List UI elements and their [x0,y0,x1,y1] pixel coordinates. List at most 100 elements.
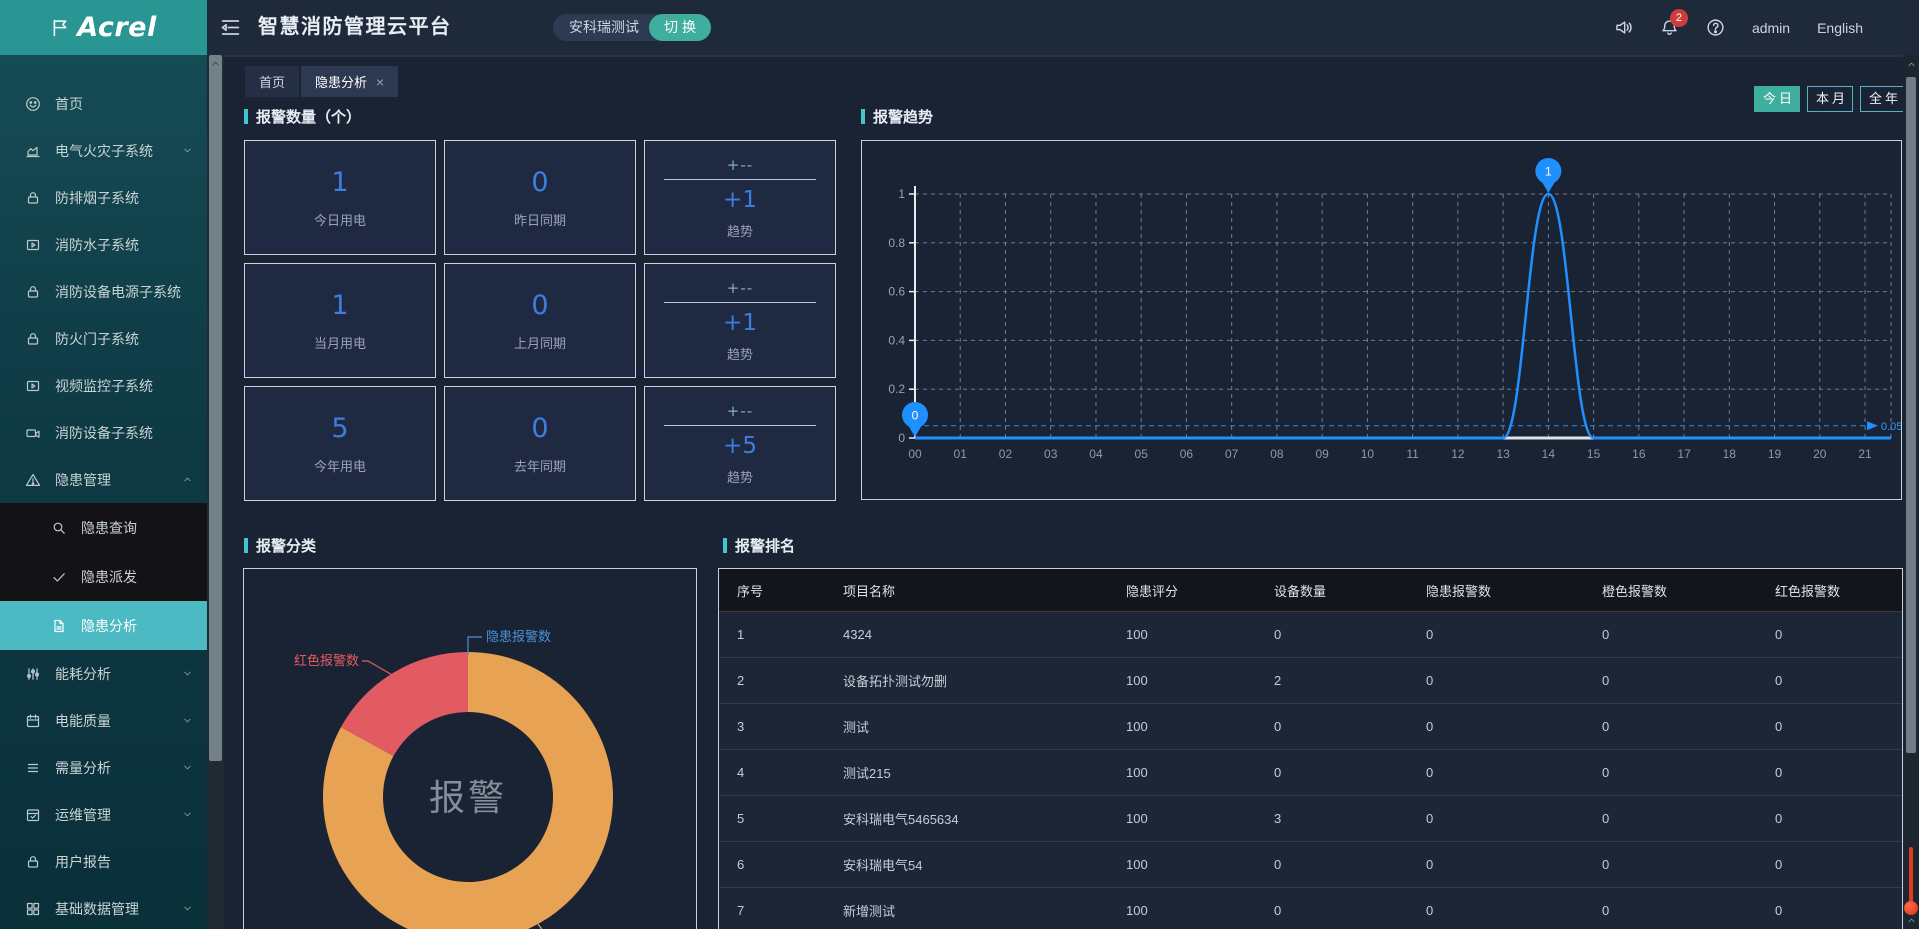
monitor-icon [25,237,41,253]
table-row: 2设备拓扑测试勿删1002000 [719,657,1902,703]
svg-text:19: 19 [1768,447,1782,461]
brand-flag-icon [50,18,70,38]
range-button[interactable]: 今日 [1754,86,1800,112]
sidebar-subitem[interactable]: 隐患分析 [0,601,207,650]
sidebar-scrollbar-thumb[interactable] [209,55,222,761]
table-cell: 4324 [825,627,1108,642]
sidebar-item-label: 防火门子系统 [55,329,139,349]
sidebar-item[interactable]: 用户报告 [0,838,207,885]
sidebar-subitem[interactable]: 隐患查询 [0,503,207,552]
table-cell: 0 [1408,627,1584,642]
section-title-alarm-rank: 报警排名 [723,535,795,556]
table-cell: 0 [1256,719,1408,734]
trend-line-chart: 00.20.40.60.8100010203040506070809101112… [862,141,1901,499]
sidebar-item[interactable]: 电能质量 [0,697,207,744]
table-header-cell: 红色报警数 [1757,581,1902,600]
card-label: 上月同期 [514,333,566,352]
collapse-sidebar-icon[interactable] [219,16,242,39]
tab-label: 首页 [259,72,285,91]
range-button[interactable]: 本月 [1807,86,1853,112]
table-cell: 0 [1757,719,1902,734]
monitor-icon [25,378,41,394]
table-cell: 安科瑞电气5465634 [825,809,1108,828]
sound-icon[interactable] [1614,18,1633,37]
card-value: 1 [331,290,348,321]
svg-text:0.6: 0.6 [888,285,905,299]
card-label: 去年同期 [514,456,566,475]
sidebar-item[interactable]: 隐患管理 [0,456,207,503]
svg-text:04: 04 [1089,447,1103,461]
stat-card: 1今日用电 [244,140,436,255]
language-toggle[interactable]: English [1817,20,1863,36]
range-button[interactable]: 全年 [1860,86,1906,112]
card-value: 1 [331,167,348,198]
svg-text:18: 18 [1723,447,1737,461]
sidebar-item[interactable]: 运维管理 [0,791,207,838]
table-cell: 4 [719,765,825,780]
doc-icon [51,618,67,634]
scroll-down-icon[interactable] [1906,915,1917,926]
sidebar-item[interactable]: 能耗分析 [0,650,207,697]
page-scrollbar-thumb[interactable] [1906,77,1916,753]
stat-card: 1当月用电 [244,263,436,378]
svg-text:11: 11 [1406,447,1419,461]
scroll-up-icon[interactable] [1906,59,1917,70]
card-value: 0 [531,290,548,321]
help-icon[interactable] [1706,18,1725,37]
chevron-up-icon [182,474,193,485]
table-cell: 新增测试 [825,901,1108,920]
sidebar-item[interactable]: 基础数据管理 [0,885,207,929]
table-row: 6安科瑞电气541000000 [719,841,1902,887]
grid-icon [25,901,41,917]
sidebar-scrollbar[interactable] [207,55,224,929]
table-cell: 100 [1108,857,1256,872]
sidebar-item[interactable]: 防火门子系统 [0,315,207,362]
close-tab-icon[interactable]: × [376,74,384,90]
sidebar-item[interactable]: 首页 [0,80,207,127]
table-cell: 0 [1584,627,1757,642]
sidebar-subitem[interactable]: 隐患派发 [0,552,207,601]
scroll-up-icon[interactable] [210,58,221,69]
search-icon [51,520,67,536]
sidebar-item[interactable]: 消防水子系统 [0,221,207,268]
svg-text:16: 16 [1632,447,1646,461]
smiley-icon [25,96,41,112]
svg-text:06: 06 [1180,447,1194,461]
sidebar-item-label: 用户报告 [55,852,111,872]
stat-card: 0昨日同期 [444,140,636,255]
sidebar-item[interactable]: 电气火灾子系统 [0,127,207,174]
switch-project-button[interactable]: 切换 [649,14,711,41]
table-header-cell: 隐患评分 [1108,581,1256,600]
table-row: 3测试1000000 [719,703,1902,749]
table-cell: 0 [1408,811,1584,826]
table-row: 143241000000 [719,611,1902,657]
svg-text:0.05: 0.05 [1881,421,1901,433]
trend-card: +--+1趋势 [644,140,836,255]
sidebar-item[interactable]: 视频监控子系统 [0,362,207,409]
lock-icon [25,190,41,206]
trend-card: +--+5趋势 [644,386,836,501]
stat-card: 5今年用电 [244,386,436,501]
sidebar-submenu: 隐患查询隐患派发隐患分析 [0,503,207,650]
notifications-bell-icon[interactable]: 2 [1660,18,1679,37]
card-label: 趋势 [727,221,753,240]
stat-card: 0 上月同期 [444,263,636,378]
tab-bar: 首页隐患分析× [245,66,398,97]
tab[interactable]: 隐患分析× [301,66,398,97]
table-cell: 1 [719,627,825,642]
svg-text:0: 0 [898,431,905,445]
table-cell: 0 [1757,811,1902,826]
table-header-cell: 隐患报警数 [1408,581,1584,600]
user-menu[interactable]: admin [1752,20,1790,36]
sidebar-item[interactable]: 消防设备子系统 [0,409,207,456]
sidebar-item[interactable]: 防排烟子系统 [0,174,207,221]
sidebar-item-label: 运维管理 [55,805,111,825]
svg-text:1: 1 [898,187,905,201]
sidebar-item[interactable]: 需量分析 [0,744,207,791]
svg-text:08: 08 [1270,447,1284,461]
sidebar-item[interactable]: 消防设备电源子系统 [0,268,207,315]
tab[interactable]: 首页 [245,66,299,97]
page-scrollbar[interactable] [1903,55,1919,929]
table-cell: 0 [1757,857,1902,872]
card-value: 0 [531,413,548,444]
